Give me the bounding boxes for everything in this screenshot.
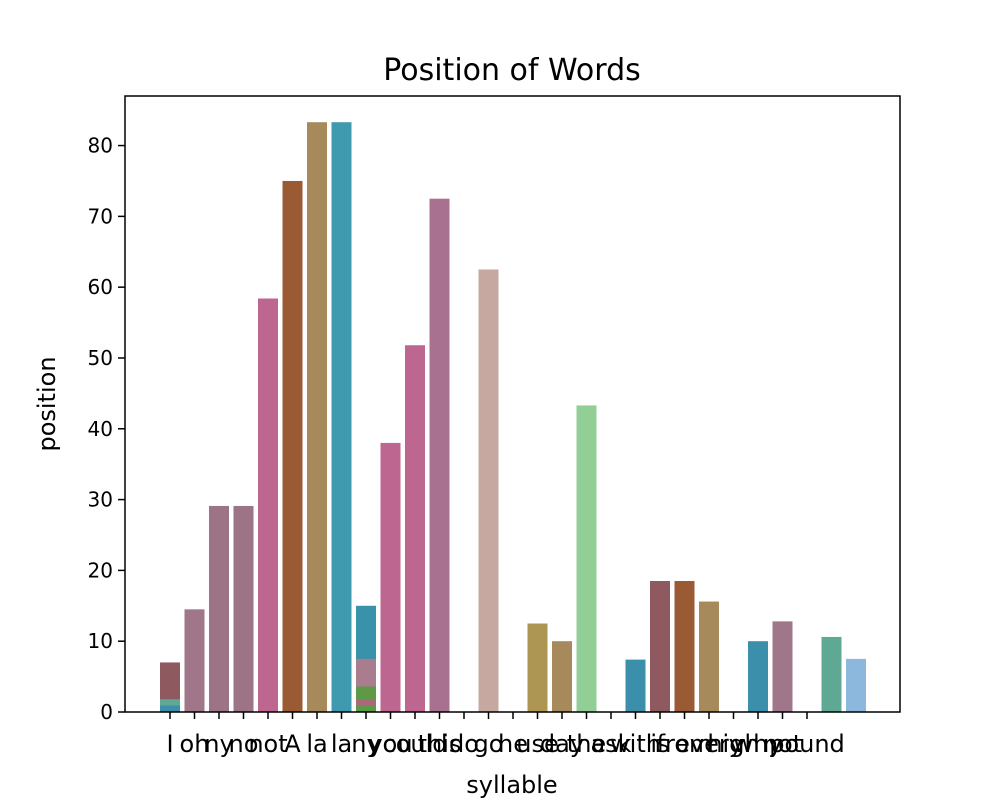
bar: [772, 621, 793, 712]
x-tick-label: pound: [769, 730, 845, 758]
bar: [699, 601, 719, 712]
bar: [576, 405, 597, 712]
x-tick-label: la: [306, 730, 327, 758]
x-tick-label: day: [540, 730, 584, 758]
bar: [233, 505, 254, 712]
x-tick-label: oh: [180, 730, 210, 758]
x-tick-label: high: [707, 730, 759, 758]
x-tick-label: why: [733, 730, 782, 758]
chart-title: Position of Words: [383, 53, 641, 88]
bar: [331, 122, 352, 713]
x-tick-label: go: [474, 730, 504, 758]
y-tick-label: 60: [88, 275, 113, 299]
bar: [625, 659, 646, 712]
x-tick-label: this: [418, 730, 462, 758]
x-axis-label: syllable: [466, 771, 557, 799]
x-tick-label: not: [248, 730, 287, 758]
x-tick-label: you: [368, 730, 412, 758]
y-axis: 0 10 20 30 40 50 60 70 80: [88, 134, 125, 724]
x-tick-label: every: [675, 730, 743, 758]
x-tick-label: with: [610, 730, 661, 758]
bar: [405, 345, 425, 712]
y-tick-label: 20: [88, 558, 113, 582]
y-axis-label: position: [33, 356, 61, 451]
y-tick-label: 70: [88, 204, 113, 228]
bar: [527, 623, 548, 712]
y-tick-label: 50: [88, 346, 113, 370]
bar: [258, 298, 278, 712]
bar: [846, 658, 866, 712]
x-tick-label: is: [650, 730, 669, 758]
y-tick-label: 30: [88, 488, 113, 512]
bar: [650, 581, 670, 712]
bar: [674, 581, 695, 712]
bar: [429, 198, 450, 712]
x-tick-label: I: [166, 730, 173, 758]
x-tick-label: could: [383, 730, 448, 758]
plot-frame: [124, 95, 901, 713]
x-tick-label: no: [229, 730, 259, 758]
x-tick-label: not: [763, 730, 802, 758]
x-tick-label: ny: [204, 730, 233, 758]
bar: [160, 705, 180, 712]
x-tick-label: use: [516, 730, 558, 758]
x-tick-label: la: [331, 730, 352, 758]
bar: [356, 705, 376, 712]
bars: [160, 122, 866, 713]
bar: [478, 269, 499, 712]
bar: [307, 122, 327, 713]
y-tick-label: 40: [88, 417, 113, 441]
x-tick-label: ny: [351, 730, 380, 758]
bar: [209, 505, 229, 712]
bar: [282, 180, 303, 712]
x-tick-label: the: [567, 730, 606, 758]
x-tick-label: he: [498, 730, 528, 758]
bar: [748, 641, 768, 712]
y-tick-label: 80: [88, 134, 113, 158]
bar: [552, 641, 572, 712]
bar: [184, 609, 205, 712]
bar: [380, 442, 401, 712]
x-tick-label: from: [657, 730, 713, 758]
x-tick-label: do: [449, 730, 479, 758]
y-tick-label: 0: [100, 700, 113, 724]
y-tick-label: 10: [88, 629, 113, 653]
x-tick-label: A: [284, 730, 301, 758]
x-tick-label: ask: [590, 730, 631, 758]
bar: [821, 636, 842, 712]
